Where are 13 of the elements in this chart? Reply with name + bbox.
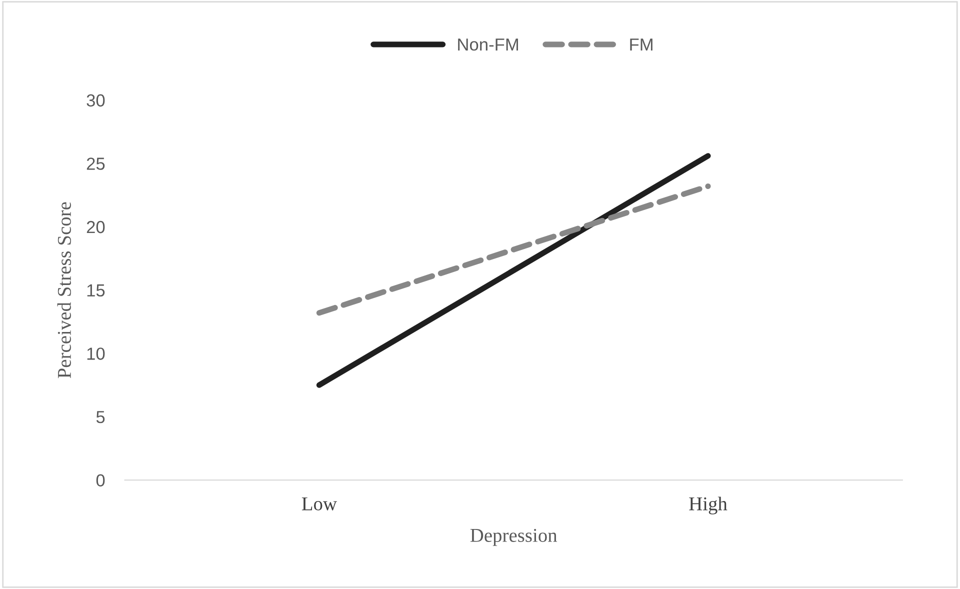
x-axis-title: Depression xyxy=(470,528,558,546)
y-tick-label: 15 xyxy=(87,284,105,297)
y-tick-label: 0 xyxy=(96,474,105,486)
x-tick-label: High xyxy=(689,496,728,514)
legend-label: FM xyxy=(630,38,652,51)
x-tick-label: Low xyxy=(302,497,337,510)
legend-label: Non-FM xyxy=(458,38,518,51)
y-tick-label: 5 xyxy=(96,411,105,424)
y-tick-label: 10 xyxy=(87,348,105,360)
y-tick-label: 20 xyxy=(86,220,105,234)
y-axis-title: Perceived Stress Score xyxy=(57,202,71,378)
y-tick-label: 30 xyxy=(86,94,105,107)
y-tick-label: 25 xyxy=(86,158,105,170)
